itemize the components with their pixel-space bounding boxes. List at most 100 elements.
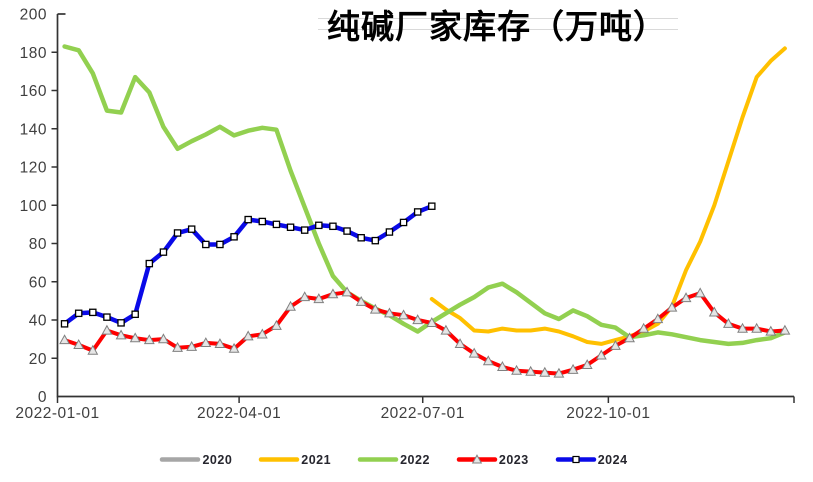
- triangle-marker: [73, 339, 85, 349]
- triangle-marker: [539, 366, 551, 377]
- square-marker: [159, 248, 168, 256]
- legend-swatch-2022: [357, 457, 399, 462]
- triangle-marker: [369, 303, 381, 314]
- square-marker: [230, 233, 238, 241]
- square-marker: [329, 222, 337, 231]
- y-tick-label: 80: [29, 236, 47, 253]
- legend-swatch-2023: [456, 454, 498, 464]
- triangle-marker: [412, 314, 424, 325]
- square-marker: [286, 223, 295, 231]
- triangle-marker: [511, 364, 522, 375]
- square-marker: [202, 240, 210, 249]
- legend-label-2024: 2024: [597, 452, 628, 467]
- triangle-marker: [525, 365, 537, 376]
- series-line-2023: [62, 290, 787, 376]
- triangle-marker: [567, 363, 579, 374]
- legend-swatch-2024: [555, 455, 596, 464]
- triangle-marker: [242, 330, 254, 341]
- square-marker: [60, 320, 69, 328]
- triangle-marker: [652, 313, 664, 324]
- triangle-marker: [426, 317, 438, 327]
- x-tick-label: 2022-07-01: [381, 405, 465, 422]
- square-marker: [428, 202, 436, 210]
- triangle-marker: [737, 322, 748, 333]
- series-lines: [62, 44, 788, 376]
- series-markers: [59, 202, 791, 378]
- y-tick-label: 60: [29, 274, 47, 291]
- x-tick-label: 2022-04-01: [197, 405, 281, 422]
- square-marker: [343, 227, 351, 235]
- x-tick-label: 2022-10-01: [566, 405, 650, 422]
- triangle-marker: [157, 333, 169, 344]
- legend-item-2020: 2020: [159, 453, 232, 467]
- triangle-marker: [553, 367, 565, 378]
- square-marker: [173, 229, 182, 237]
- triangle-marker: [765, 325, 777, 336]
- legend-label-2023: 2023: [498, 452, 529, 467]
- triangle-marker: [751, 322, 763, 333]
- square-marker: [258, 217, 267, 226]
- triangle-marker: [228, 342, 240, 353]
- triangle-marker: [482, 355, 494, 366]
- y-tick-label: 120: [20, 160, 47, 177]
- triangle-marker: [638, 322, 650, 333]
- y-tick-label: 20: [29, 351, 47, 368]
- y-tick-label: 200: [20, 7, 47, 24]
- square-marker: [145, 259, 154, 268]
- square-marker: [315, 221, 323, 230]
- series-markers-2024: [60, 202, 436, 328]
- y-tick-label: 100: [20, 198, 47, 215]
- axis-frame: [56, 14, 794, 398]
- square-marker: [187, 225, 196, 233]
- triangle-marker: [440, 324, 452, 335]
- legend-item-2022: 2022: [357, 453, 430, 467]
- legend-item-2021: 2021: [258, 453, 331, 467]
- triangle-marker: [355, 295, 367, 306]
- triangle-marker: [595, 349, 607, 360]
- square-marker: [131, 310, 139, 319]
- triangle-marker: [680, 292, 692, 303]
- square-marker: [300, 226, 309, 234]
- triangle-marker: [285, 300, 297, 311]
- triangle-marker: [327, 288, 339, 299]
- triangle-marker: [200, 337, 212, 348]
- triangle-marker: [172, 341, 184, 352]
- triangle-marker: [609, 339, 621, 350]
- square-marker: [89, 308, 97, 317]
- triangle-marker: [398, 309, 409, 320]
- y-tick-label: 0: [38, 389, 47, 406]
- triangle-marker: [779, 324, 791, 335]
- legend-label-2021: 2021: [301, 452, 332, 467]
- triangle-marker: [214, 338, 226, 349]
- title-underline-artifacts: [318, 18, 678, 30]
- legend: 2020 2021 2022 2023 2024: [0, 453, 800, 467]
- triangle-marker: [186, 340, 198, 351]
- legend-swatch-2021: [259, 457, 300, 462]
- triangle-marker: [666, 301, 678, 312]
- legend-square-icon: [572, 455, 580, 464]
- square-marker: [357, 234, 365, 242]
- y-tick-label: 40: [29, 313, 47, 330]
- triangle-marker: [101, 324, 113, 335]
- legend-label-2022: 2022: [400, 452, 430, 467]
- y-tick-label: 180: [20, 45, 47, 62]
- triangle-marker: [468, 347, 480, 358]
- triangle-marker: [256, 328, 268, 339]
- triangle-marker: [129, 332, 141, 343]
- triangle-marker: [115, 329, 127, 340]
- series-line-2022: [62, 44, 788, 347]
- legend-item-2024: 2024: [555, 453, 628, 467]
- triangle-marker: [313, 293, 325, 304]
- series-line-2024: [62, 203, 435, 327]
- axes: 0 20 40 60 80 100 120 140 160 180 200 2022-01-01 202…: [15, 7, 795, 422]
- triangle-marker: [722, 317, 734, 328]
- y-tick-label: 160: [20, 83, 47, 100]
- triangle-marker: [694, 287, 706, 298]
- series-line-2021: [429, 46, 787, 346]
- square-marker: [117, 319, 125, 327]
- legend-item-2023: 2023: [456, 453, 529, 467]
- square-marker: [385, 228, 394, 236]
- square-marker: [103, 313, 111, 321]
